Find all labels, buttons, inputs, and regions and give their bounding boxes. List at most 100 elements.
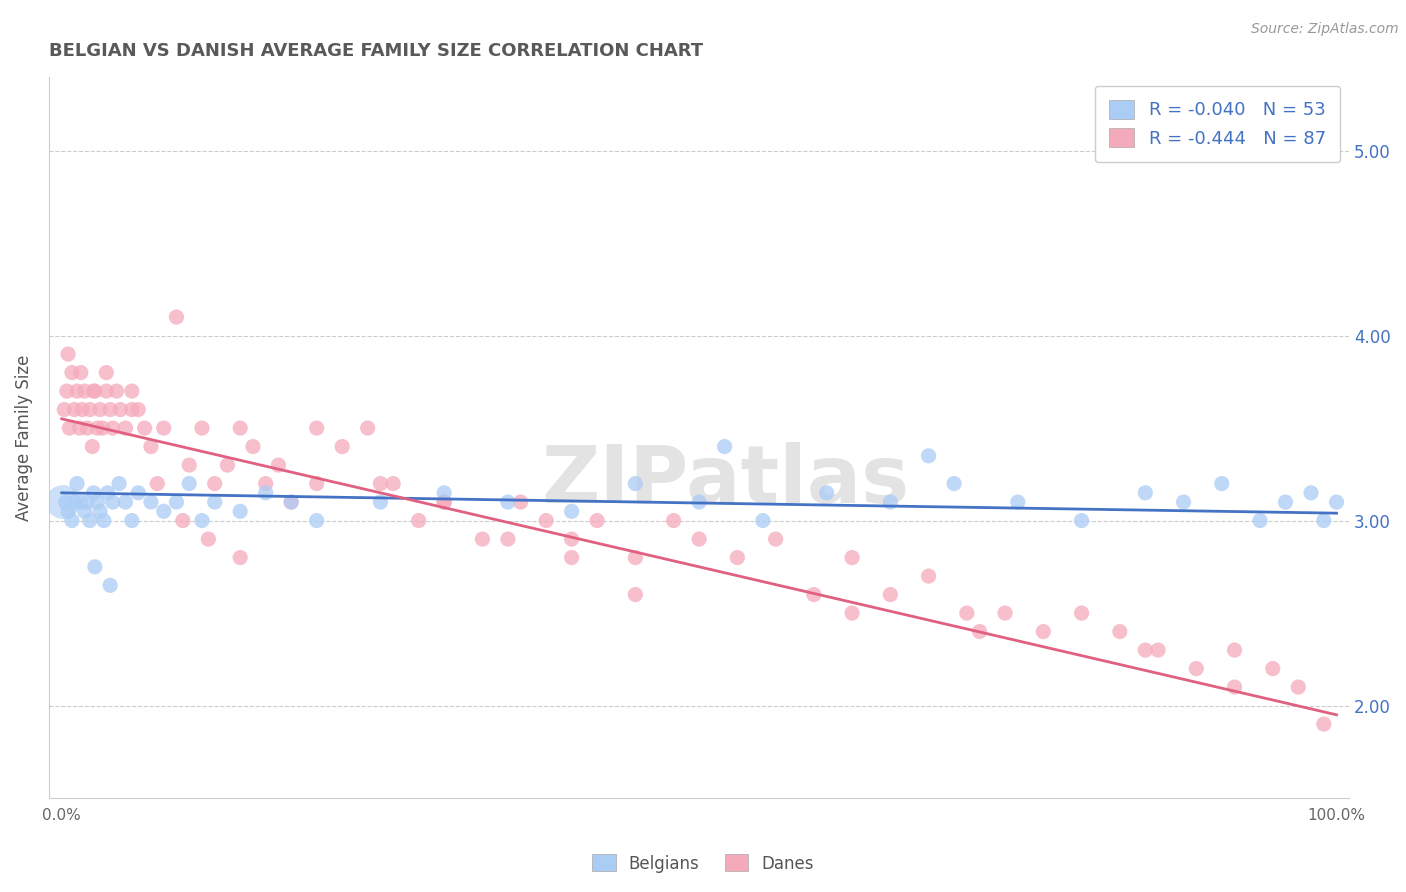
Point: [624, 550, 647, 565]
Point: [56, 504, 79, 518]
Point: [191, 514, 214, 528]
Point: [98, 578, 121, 592]
Point: [229, 550, 252, 565]
Point: [134, 421, 156, 435]
Point: [956, 606, 979, 620]
Point: [89, 504, 111, 518]
Point: [1261, 662, 1284, 676]
Point: [121, 384, 143, 398]
Point: [91, 421, 114, 435]
Point: [370, 476, 392, 491]
Point: [917, 569, 939, 583]
Point: [254, 476, 277, 491]
Point: [58, 421, 80, 435]
Point: [191, 421, 214, 435]
Point: [96, 384, 118, 398]
Point: [139, 440, 162, 454]
Point: [879, 495, 901, 509]
Point: [229, 421, 252, 435]
Point: [165, 310, 187, 324]
Point: [105, 384, 128, 398]
Point: [179, 476, 201, 491]
Point: [1135, 643, 1157, 657]
Point: [1274, 495, 1296, 509]
Point: [1211, 476, 1233, 491]
Point: [1070, 606, 1092, 620]
Point: [56, 347, 79, 361]
Point: [1147, 643, 1170, 657]
Point: [765, 532, 787, 546]
Point: [305, 476, 328, 491]
Point: [73, 384, 96, 398]
Point: [217, 458, 239, 472]
Point: [1185, 662, 1208, 676]
Point: [803, 588, 825, 602]
Point: [69, 421, 91, 435]
Point: [127, 402, 149, 417]
Point: [83, 485, 105, 500]
Point: [509, 495, 531, 509]
Point: [586, 514, 609, 528]
Point: [79, 514, 101, 528]
Point: [1007, 495, 1029, 509]
Point: [60, 366, 83, 380]
Point: [93, 514, 115, 528]
Point: [73, 504, 96, 518]
Point: [561, 504, 583, 518]
Point: [55, 495, 77, 509]
Point: [114, 495, 136, 509]
Point: [97, 485, 120, 500]
Point: [433, 485, 456, 500]
Point: [534, 514, 557, 528]
Point: [1326, 495, 1348, 509]
Point: [1313, 514, 1336, 528]
Point: [713, 440, 735, 454]
Point: [165, 495, 187, 509]
Point: [56, 384, 79, 398]
Point: [433, 495, 456, 509]
Point: [1173, 495, 1195, 509]
Point: [471, 532, 494, 546]
Point: [1299, 485, 1322, 500]
Point: [408, 514, 430, 528]
Point: [69, 366, 91, 380]
Point: [879, 588, 901, 602]
Point: [496, 495, 519, 509]
Point: [725, 550, 748, 565]
Point: [83, 559, 105, 574]
Point: [179, 458, 201, 472]
Point: [229, 504, 252, 518]
Point: [1070, 514, 1092, 528]
Point: [1223, 680, 1246, 694]
Point: [815, 485, 838, 500]
Legend: R = -0.040   N = 53, R = -0.444   N = 87: R = -0.040 N = 53, R = -0.444 N = 87: [1094, 86, 1340, 162]
Point: [121, 402, 143, 417]
Point: [1249, 514, 1271, 528]
Point: [101, 421, 124, 435]
Point: [66, 384, 89, 398]
Point: [267, 458, 290, 472]
Point: [52, 495, 75, 509]
Point: [841, 550, 863, 565]
Point: [994, 606, 1017, 620]
Point: [114, 421, 136, 435]
Point: [688, 495, 710, 509]
Point: [204, 476, 226, 491]
Point: [330, 440, 353, 454]
Point: [79, 402, 101, 417]
Point: [254, 485, 277, 500]
Point: [1223, 643, 1246, 657]
Point: [121, 514, 143, 528]
Point: [76, 421, 98, 435]
Legend: Belgians, Danes: Belgians, Danes: [585, 847, 821, 880]
Point: [152, 421, 174, 435]
Point: [496, 532, 519, 546]
Point: [370, 495, 392, 509]
Y-axis label: Average Family Size: Average Family Size: [15, 354, 32, 521]
Point: [841, 606, 863, 620]
Point: [139, 495, 162, 509]
Point: [63, 495, 86, 509]
Point: [1108, 624, 1130, 639]
Point: [943, 476, 966, 491]
Point: [127, 485, 149, 500]
